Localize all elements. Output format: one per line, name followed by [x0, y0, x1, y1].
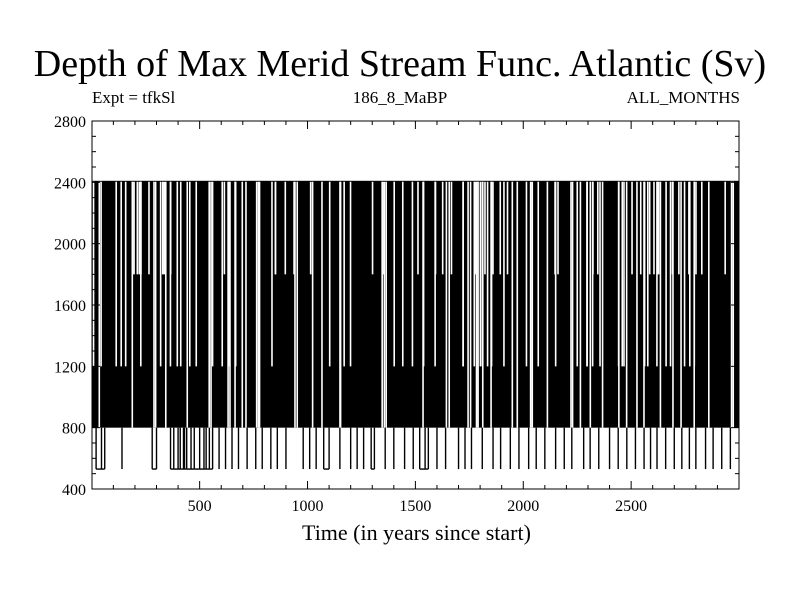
experiment-label: Expt = tfkSl: [92, 88, 176, 107]
series-band: [92, 180, 739, 428]
run-label: 186_8_MaBP: [352, 88, 448, 107]
x-tick-label: 1000: [292, 498, 324, 515]
x-tick-label: 2500: [615, 498, 647, 515]
y-tick-label: 2000: [54, 237, 86, 254]
y-tick-label: 2400: [54, 175, 86, 192]
y-tick-label: 1200: [54, 359, 86, 376]
chart-title: Depth of Max Merid Stream Func. Atlantic…: [33, 43, 767, 85]
y-tick-label: 2800: [54, 114, 86, 131]
series-layer: [92, 180, 739, 470]
plot-frame: [91, 120, 740, 490]
x-tick-label: 1500: [399, 498, 431, 515]
x-axis-label: Time (in years since start): [302, 520, 531, 545]
months-label: ALL_MONTHS: [626, 88, 740, 107]
ticks-layer: 400 800 1200 1600 2000 2400 2800 500 1000 1500 200…: [54, 114, 739, 515]
y-tick-label: 1600: [54, 298, 86, 315]
x-tick-label: 500: [188, 498, 212, 515]
y-tick-label: 400: [62, 482, 86, 499]
y-tick-label: 800: [62, 421, 86, 438]
x-tick-label: 2000: [507, 498, 539, 515]
